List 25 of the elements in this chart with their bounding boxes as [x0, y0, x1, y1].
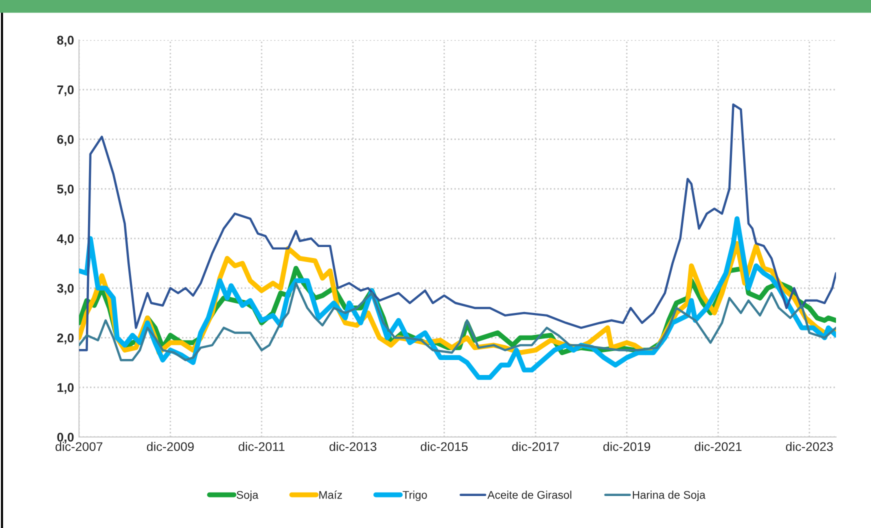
x-tick-label: dic-2007 — [56, 442, 102, 452]
x-tick-label: dic-2015 — [420, 442, 468, 452]
x-tick-label: dic-2013 — [330, 442, 376, 452]
x-tick-label: dic-2019 — [603, 442, 650, 452]
line-series — [79, 103, 836, 352]
line-series — [79, 282, 836, 362]
x-tick-label: dic-2017 — [512, 442, 559, 452]
legend-label: Aceite de Girasol — [487, 490, 572, 499]
x-tick-label: dic-2021 — [694, 442, 742, 452]
y-tick-label: 0,0 — [57, 432, 74, 444]
x-tick-label: dic-2011 — [238, 442, 284, 452]
x-tick-label: dic-2009 — [146, 442, 194, 452]
y-tick-label: 5,0 — [57, 184, 74, 196]
legend-label: Harina de Soja — [632, 490, 706, 502]
y-tick-label: 8,0 — [57, 36, 74, 46]
legend-label: Soja — [236, 490, 258, 502]
y-tick-label: 2,0 — [57, 334, 74, 344]
y-tick-label: 7,0 — [57, 85, 74, 96]
legend-label: Trigo — [402, 490, 427, 502]
y-tick-label: 1,0 — [58, 383, 74, 394]
x-tick-label: dic-2023 — [786, 442, 833, 452]
y-tick-label: 6,0 — [57, 135, 74, 146]
y-tick-label: 4,0 — [56, 234, 74, 245]
legend-label: Maíz — [319, 490, 342, 499]
y-tick-label: 3,0 — [57, 284, 74, 295]
